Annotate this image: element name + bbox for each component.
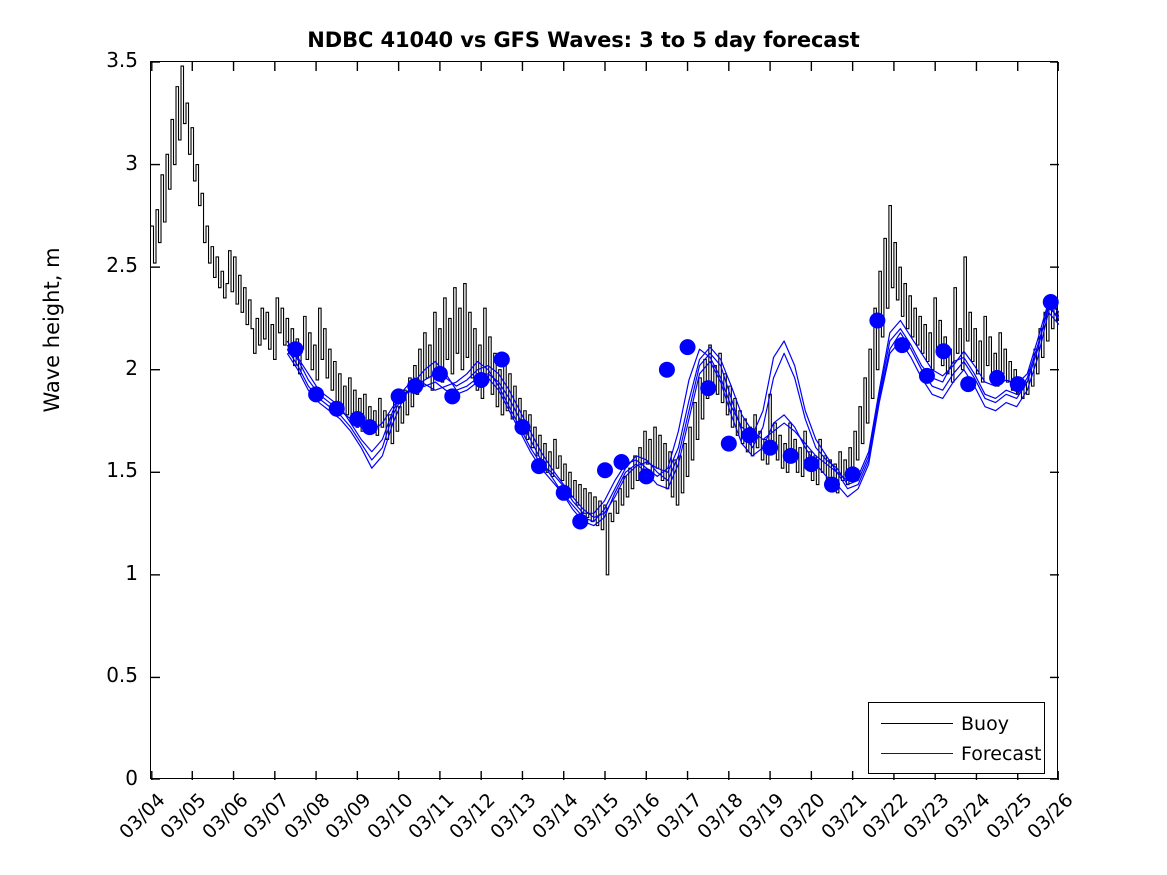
forecast-marker: [431, 365, 448, 382]
x-tick-label: 03/06: [197, 789, 253, 844]
forecast-marker: [1009, 376, 1026, 393]
forecast-marker: [493, 351, 510, 368]
forecast-marker: [700, 380, 717, 397]
forecast-marker: [597, 462, 613, 479]
legend-entry-forecast: Forecast: [869, 739, 1046, 769]
forecast-marker: [720, 435, 737, 452]
x-tick-label: 03/19: [734, 789, 789, 844]
forecast-marker: [762, 439, 779, 456]
forecast-marker: [869, 312, 886, 329]
x-tick-label: 03/07: [239, 789, 294, 844]
x-tick-label: 03/15: [569, 789, 624, 844]
forecast-marker: [658, 361, 675, 378]
forecast-marker: [638, 468, 655, 485]
forecast-trace-1: [286, 301, 1059, 519]
forecast-marker: [1042, 294, 1059, 311]
forecast-traces: [286, 301, 1059, 527]
forecast-marker: [989, 369, 1006, 386]
forecast-marker: [555, 484, 572, 501]
forecast-marker: [349, 410, 366, 427]
x-tick-label: 03/10: [362, 789, 418, 844]
legend-line-buoy: [881, 723, 953, 724]
x-tick-label: 03/05: [156, 789, 211, 844]
x-tick-label: 03/25: [981, 789, 1037, 844]
y-tick-marks: [151, 62, 1059, 780]
x-tick-label: 03/08: [280, 789, 335, 844]
x-tick-label: 03/04: [115, 789, 170, 844]
x-tick-label: 03/16: [610, 789, 665, 844]
forecast-trace-3: [286, 303, 1059, 514]
plot-area: [150, 61, 1059, 780]
forecast-marker: [803, 456, 820, 473]
x-tick-label: 03/20: [775, 789, 830, 844]
x-tick-label: 03/22: [858, 789, 913, 844]
forecast-marker: [514, 419, 531, 436]
forecast-marker: [918, 367, 935, 384]
forecast-marker: [390, 388, 407, 405]
legend: Buoy Forecast: [868, 702, 1045, 774]
y-tick-label: 0: [125, 766, 138, 790]
x-tick-marks: [151, 62, 1059, 780]
forecast-marker: [308, 386, 325, 403]
forecast-marker: [530, 458, 547, 475]
forecast-marker: [444, 388, 461, 405]
x-tick-label: 03/17: [651, 789, 707, 844]
forecast-marker: [741, 427, 758, 444]
plot-svg: [151, 62, 1059, 780]
forecast-marker: [407, 378, 424, 395]
y-axis-label: Wave height, m: [40, 247, 64, 413]
forecast-marker: [960, 376, 977, 393]
x-tick-label: 03/24: [940, 789, 996, 844]
forecast-marker: [613, 454, 630, 471]
x-tick-label: 03/21: [816, 789, 872, 844]
x-tick-label: 03/23: [899, 789, 954, 844]
forecast-markers: [287, 294, 1059, 530]
x-tick-label: 03/11: [404, 789, 459, 844]
y-tick-label: 0.5: [106, 663, 138, 688]
y-tick-label: 1: [125, 560, 138, 585]
legend-line-forecast: [881, 753, 953, 754]
x-tick-label: 03/13: [486, 789, 542, 844]
x-tick-label: 03/12: [445, 789, 500, 844]
forecast-marker: [894, 337, 911, 354]
legend-label-buoy: Buoy: [961, 713, 1009, 735]
page-title: NDBC 41040 vs GFS Waves: 3 to 5 day fore…: [307, 28, 860, 52]
forecast-marker: [782, 447, 799, 464]
forecast-trace-2: [286, 307, 1059, 523]
forecast-marker: [572, 513, 589, 530]
forecast-marker: [473, 371, 490, 388]
x-tick-label: 03/09: [321, 789, 376, 844]
forecast-marker: [844, 466, 861, 483]
x-tick-label: 03/14: [527, 789, 583, 844]
forecast-marker: [935, 343, 952, 360]
forecast-marker: [824, 476, 840, 493]
legend-label-forecast: Forecast: [961, 743, 1042, 765]
forecast-marker: [287, 341, 304, 358]
x-tick-label: 03/18: [693, 789, 748, 844]
forecast-marker: [328, 400, 345, 417]
forecast-marker: [679, 339, 696, 356]
legend-entry-buoy: Buoy: [869, 709, 1046, 739]
x-tick-label: 03/26: [1023, 789, 1078, 844]
forecast-marker: [361, 419, 378, 436]
